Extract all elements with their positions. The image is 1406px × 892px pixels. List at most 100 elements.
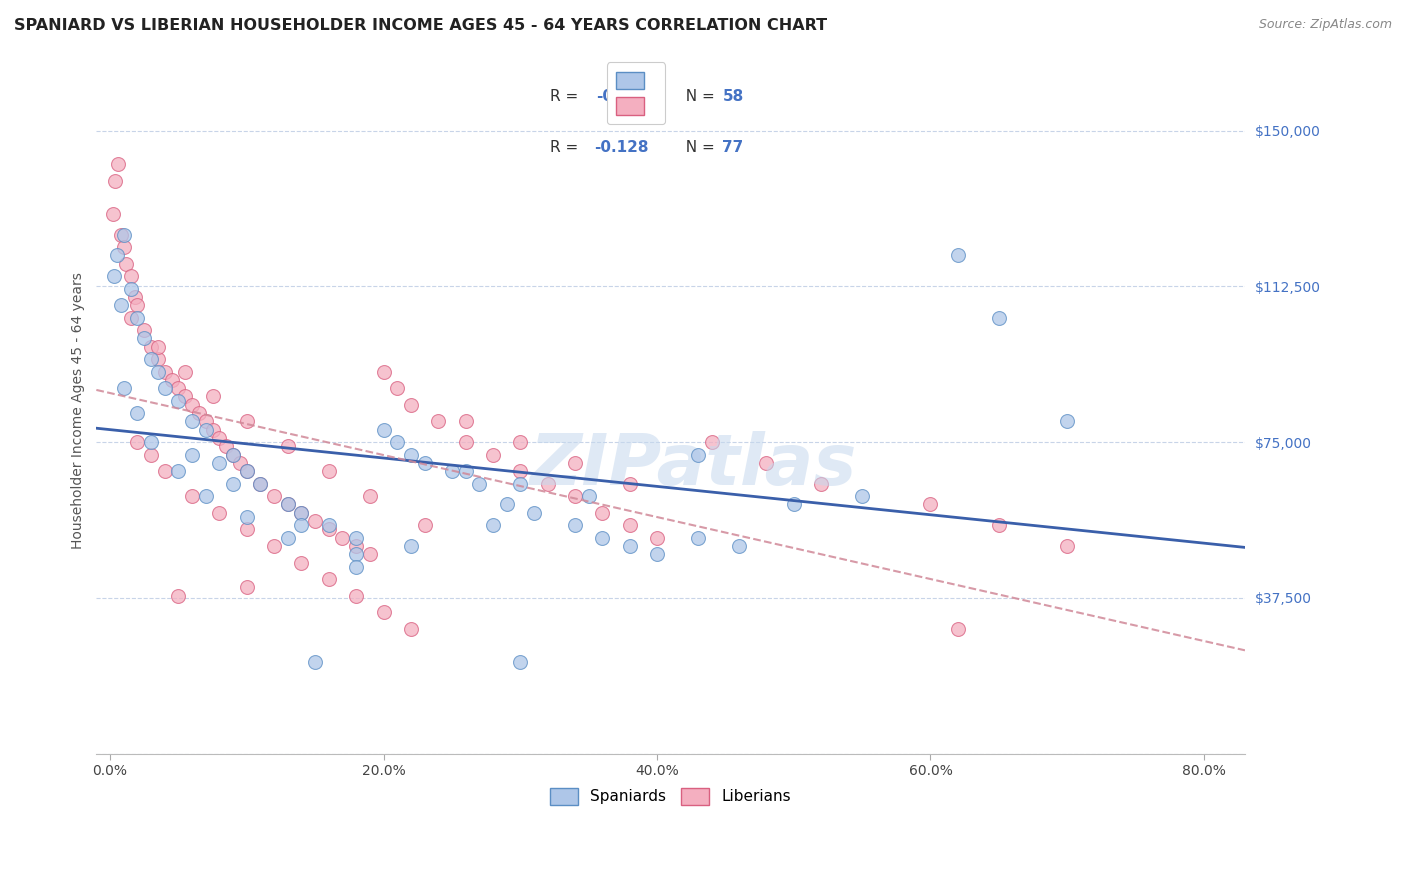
- Point: [236, 464, 259, 478]
- Point: [167, 589, 190, 603]
- Point: [591, 531, 613, 545]
- Y-axis label: Householder Income Ages 45 - 64 years: Householder Income Ages 45 - 64 years: [72, 273, 86, 549]
- Point: [139, 340, 162, 354]
- Point: [619, 476, 641, 491]
- Point: [146, 365, 169, 379]
- Point: [277, 531, 299, 545]
- Point: [139, 352, 162, 367]
- Point: [146, 340, 169, 354]
- Point: [263, 489, 285, 503]
- Point: [139, 448, 162, 462]
- Point: [344, 589, 367, 603]
- Point: [591, 506, 613, 520]
- Point: [181, 489, 204, 503]
- Point: [194, 414, 217, 428]
- Text: SPANIARD VS LIBERIAN HOUSEHOLDER INCOME AGES 45 - 64 YEARS CORRELATION CHART: SPANIARD VS LIBERIAN HOUSEHOLDER INCOME …: [14, 18, 827, 33]
- Point: [318, 518, 340, 533]
- Point: [920, 497, 942, 511]
- Point: [304, 514, 326, 528]
- Point: [454, 464, 477, 478]
- Point: [783, 497, 806, 511]
- Point: [619, 539, 641, 553]
- Point: [277, 497, 299, 511]
- Point: [946, 248, 969, 262]
- Point: [564, 456, 586, 470]
- Point: [645, 531, 668, 545]
- Point: [229, 456, 252, 470]
- Point: [208, 431, 231, 445]
- Text: 77: 77: [723, 140, 744, 155]
- Point: [619, 518, 641, 533]
- Point: [509, 435, 531, 450]
- Point: [399, 539, 422, 553]
- Point: [373, 606, 395, 620]
- Point: [482, 518, 505, 533]
- Point: [686, 531, 709, 545]
- Point: [112, 381, 135, 395]
- Point: [120, 281, 142, 295]
- Text: N =: N =: [676, 89, 720, 104]
- Point: [277, 439, 299, 453]
- Point: [454, 414, 477, 428]
- Point: [236, 581, 259, 595]
- Point: [318, 522, 340, 536]
- Point: [222, 448, 245, 462]
- Point: [120, 310, 142, 325]
- Point: [1056, 414, 1078, 428]
- Point: [344, 531, 367, 545]
- Point: [564, 518, 586, 533]
- Point: [344, 559, 367, 574]
- Point: [440, 464, 463, 478]
- Point: [222, 476, 245, 491]
- Point: [104, 173, 127, 187]
- Point: [112, 227, 135, 242]
- Point: [124, 290, 146, 304]
- Text: N =: N =: [676, 140, 720, 155]
- Point: [645, 547, 668, 561]
- Point: [318, 572, 340, 586]
- Point: [134, 331, 156, 345]
- Point: [127, 298, 149, 312]
- Point: [146, 352, 169, 367]
- Text: -0.128: -0.128: [593, 140, 648, 155]
- Point: [359, 547, 381, 561]
- Point: [194, 489, 217, 503]
- Point: [208, 506, 231, 520]
- Point: [153, 365, 176, 379]
- Point: [536, 476, 558, 491]
- Point: [236, 414, 259, 428]
- Point: [236, 522, 259, 536]
- Point: [236, 509, 259, 524]
- Point: [373, 423, 395, 437]
- Point: [249, 476, 271, 491]
- Point: [120, 269, 142, 284]
- Point: [263, 539, 285, 553]
- Point: [810, 476, 832, 491]
- Point: [318, 464, 340, 478]
- Point: [946, 622, 969, 636]
- Point: [174, 389, 197, 403]
- Point: [103, 269, 125, 284]
- Point: [987, 518, 1010, 533]
- Point: [249, 476, 271, 491]
- Point: [509, 655, 531, 669]
- Point: [332, 531, 354, 545]
- Point: [215, 439, 238, 453]
- Point: [495, 497, 517, 511]
- Point: [115, 257, 138, 271]
- Text: -0.047: -0.047: [596, 89, 651, 104]
- Point: [509, 476, 531, 491]
- Point: [399, 448, 422, 462]
- Text: Source: ZipAtlas.com: Source: ZipAtlas.com: [1258, 18, 1392, 31]
- Point: [181, 414, 204, 428]
- Point: [987, 310, 1010, 325]
- Point: [160, 373, 183, 387]
- Point: [509, 464, 531, 478]
- Point: [167, 393, 190, 408]
- Point: [101, 207, 124, 221]
- Point: [399, 622, 422, 636]
- Point: [564, 489, 586, 503]
- Point: [468, 476, 491, 491]
- Point: [290, 506, 312, 520]
- Point: [107, 157, 129, 171]
